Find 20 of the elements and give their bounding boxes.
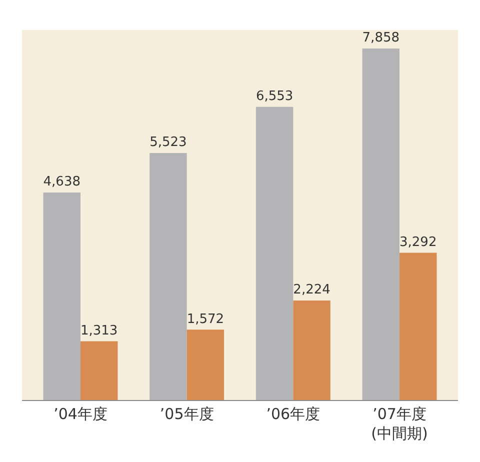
bar [150, 152, 187, 400]
x-tick-label: ’06年度 [266, 405, 320, 423]
bar [293, 300, 330, 400]
bar [43, 192, 80, 400]
data-label: 5,523 [150, 135, 187, 150]
data-label: 3,292 [400, 234, 437, 250]
data-label: 7,858 [362, 30, 400, 46]
bar [400, 252, 437, 400]
data-label: 2,224 [293, 282, 330, 298]
bar [80, 341, 118, 400]
bar [186, 330, 224, 400]
data-label: 1,313 [80, 323, 118, 338]
x-tick-label: ’05年度 [160, 405, 214, 423]
x-tick-label: ’04年度 [54, 405, 108, 423]
bar [256, 106, 294, 400]
data-label: 1,572 [186, 312, 224, 327]
bar [362, 48, 400, 400]
data-label: 4,638 [43, 174, 80, 190]
x-tick-label: ’07年度 (中間期) [371, 405, 428, 442]
data-label: 6,553 [256, 89, 294, 104]
